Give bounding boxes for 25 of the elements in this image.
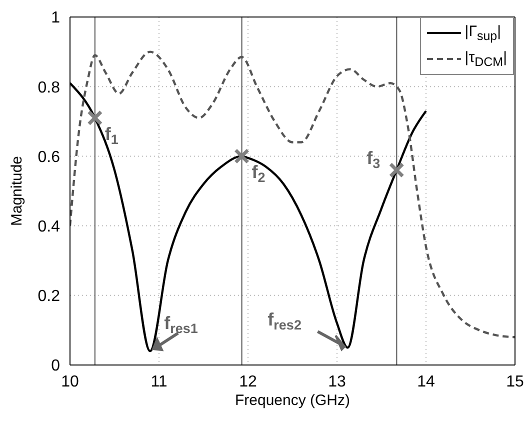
line-series <box>70 50 515 338</box>
point <box>87 110 103 126</box>
annotation: f$_{res2}$ <box>268 310 302 333</box>
y-axis-title: Magnitude <box>8 156 26 226</box>
legend-label: |Γ$_{sup}$| <box>464 23 502 43</box>
x-tick-label: 10 <box>61 373 79 390</box>
legend-label: |τ$_{DCM}$| <box>464 49 507 69</box>
x-axis-title: Frequency (GHz) <box>234 392 350 409</box>
y-tick-label: 0.4 <box>38 218 60 236</box>
x-tick-label: 11 <box>150 373 168 390</box>
annotation: f$_{3}$ <box>366 148 381 172</box>
point <box>388 162 404 178</box>
point <box>234 148 250 164</box>
y-tick-label: 0 <box>51 358 60 375</box>
y-tick-label: 0.6 <box>38 148 60 166</box>
y-tick-label: 0.8 <box>38 79 60 96</box>
annotation: f$_{res1}$ <box>164 313 198 336</box>
y-tick-label: 0.2 <box>38 288 60 306</box>
y-tick-label: 1 <box>51 10 60 27</box>
x-tick-label: 15 <box>506 373 524 390</box>
x-tick-label: 14 <box>417 373 435 390</box>
annotation: f$_{2}$ <box>252 162 266 186</box>
annotation: f$_{1}$ <box>104 124 119 148</box>
x-tick-label: 12 <box>239 373 257 390</box>
x-tick-label: 13 <box>328 373 346 390</box>
